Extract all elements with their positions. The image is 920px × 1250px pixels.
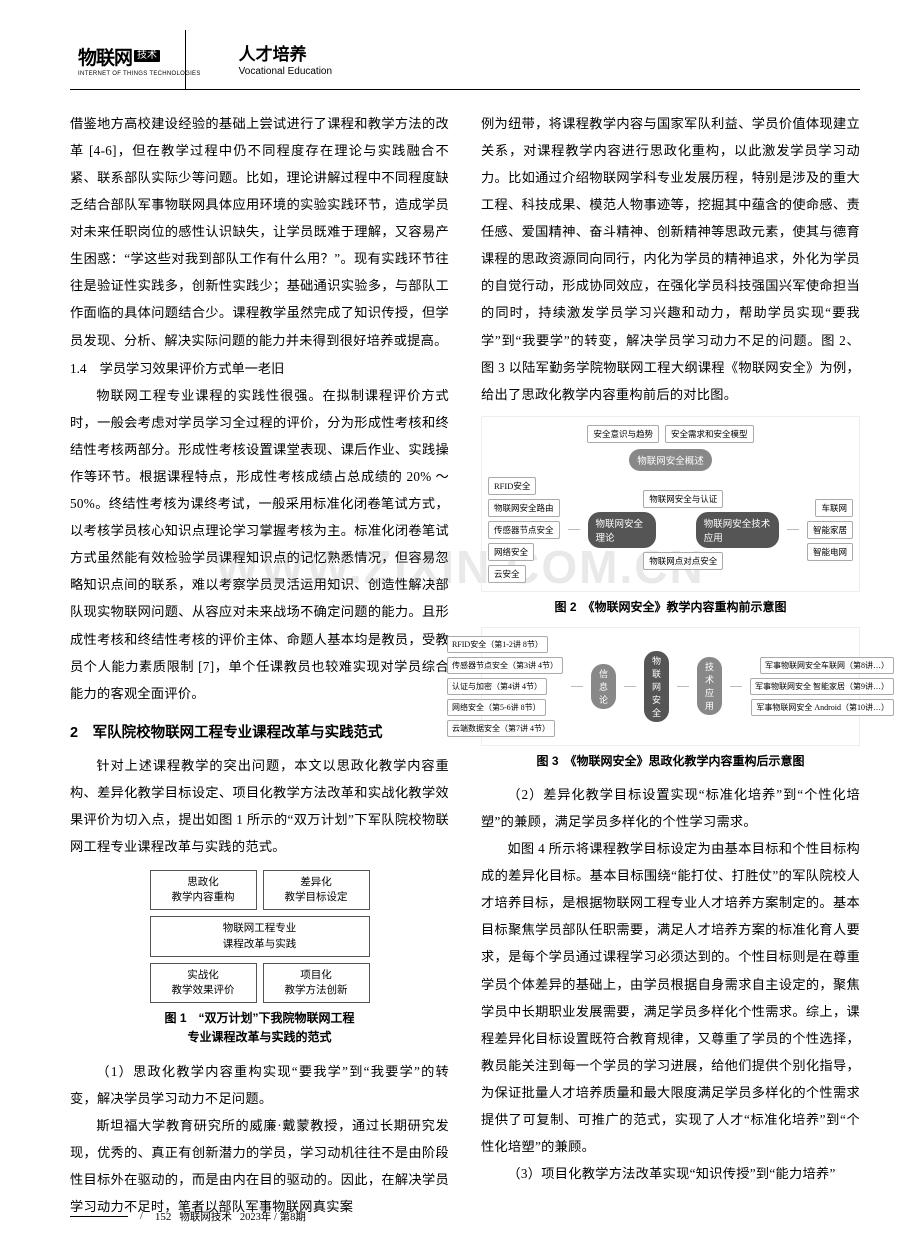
para: 物联网工程专业课程的实践性很强。在拟制课程评价方式时，一般会考虑对学员学习全过程… [70,382,449,707]
fig1-label: 教学方法创新 [285,985,348,996]
mm-leaf: 物联网点对点安全 [643,552,723,570]
caption-line: 图 1 “双万计划”下我院物联网工程 [164,1011,354,1025]
mm-connector [677,686,689,687]
fig1-label: 教学目标设定 [285,892,348,903]
fig1-cell-tr: 差异化 教学目标设定 [263,870,370,910]
mm-leaf: 物联网安全与认证 [643,490,723,508]
mm-leaf: 安全意识与趋势 [587,425,659,443]
fig1-label: 课程改革与实践 [223,939,297,950]
fig1-label: 项目化 [300,970,332,981]
mm-hub-center: 物联网安全 [644,651,669,722]
mm-connector [571,686,583,687]
footer-issue: 2023年 / 第8期 [240,1209,306,1224]
left-column: 借鉴地方高校建设经验的基础上尝试进行了课程和教学方法的改革 [4-6]，但在教学… [70,110,449,1220]
body-columns: 借鉴地方高校建设经验的基础上尝试进行了课程和教学方法的改革 [4-6]，但在教学… [70,110,860,1220]
mm-leaf: 军事物联网安全 智能家居（第9讲…） [750,678,894,695]
logo-subtitle: INTERNET OF THINGS TECHNOLOGIES [78,71,201,77]
figure-3: RFID安全（第1-2讲 8节） 传感器节点安全（第3讲 4节） 认证与加密（第… [481,627,860,746]
mm-leaf: RFID安全 [488,477,536,495]
mm-leaf: 云安全 [488,565,526,583]
para: 针对上述课程教学的突出问题，本文以思政化教学内容重构、差异化教学目标设定、项目化… [70,752,449,860]
mm-leaf: 网络安全 [488,543,534,561]
section-heading: 人才培养 Vocational Education [229,40,332,77]
header-rule [70,89,860,90]
right-column: 例为纽带，将课程教学内容与国家军队利益、学员价值体现建立关系，对课程教学内容进行… [481,110,860,1220]
mm-hub: 信息论 [591,664,616,709]
page-header: 物联网 技术 INTERNET OF THINGS TECHNOLOGIES 人… [70,40,860,77]
para: （2）差异化教学目标设置实现“标准化培养”到“个性化培塑”的兼顾，满足学员多样化… [481,781,860,835]
footer-rule [70,1216,128,1217]
mm-leaf: 军事物联网安全 Android（第10讲…） [751,699,894,716]
mm-leaf: 智能电网 [807,543,853,561]
caption-line: 专业课程改革与实践的范式 [187,1030,331,1044]
section-heading-cn: 人才培养 [239,40,332,65]
fig1-cell-br: 项目化 教学方法创新 [263,963,370,1003]
mm-hub: 物联网安全技术应用 [696,512,779,548]
fig1-label: 差异化 [300,877,332,888]
mm-leaf: 认证与加密（第4讲 4节） [447,678,547,695]
para: （3）项目化教学方法改革实现“知识传授”到“能力培养” [481,1160,860,1187]
mm-connector [568,529,580,530]
para: 借鉴地方高校建设经验的基础上尝试进行了课程和教学方法的改革 [4-6]，但在教学… [70,110,449,354]
header-vertical-rule [185,30,186,90]
mm-leaf: 安全需求和安全模型 [665,425,754,443]
figure-3-caption: 图 3 《物联网安全》思政化教学内容重构后示意图 [481,752,860,771]
mm-leaf: 军事物联网安全车联网（第8讲…） [760,657,894,674]
journal-logo: 物联网 技术 INTERNET OF THINGS TECHNOLOGIES [78,40,201,77]
mm-node: 物联网安全概述 [629,449,712,471]
mm-left-leaves: RFID安全（第1-2讲 8节） 传感器节点安全（第3讲 4节） 认证与加密（第… [447,636,563,737]
para: 如图 4 所示将课程教学目标设定为由基本目标和个性目标构成的差异化目标。基本目标… [481,835,860,1160]
fig1-label: 实战化 [187,970,219,981]
logo-text: 物联网 [78,43,132,70]
mm-leaf: 车联网 [815,499,853,517]
mm-leaf: 网络安全（第5-6讲 8节） [447,699,546,716]
fig1-label: 物联网工程专业 [223,923,297,934]
figure-2: 安全意识与趋势 安全需求和安全模型 物联网安全概述 RFID安全 物联网安全路由… [481,416,860,592]
para: 例为纽带，将课程教学内容与国家军队利益、学员价值体现建立关系，对课程教学内容进行… [481,110,860,408]
fig1-cell-tl: 思政化 教学内容重构 [150,870,257,910]
page-footer: / 152 物联网技术 2023年 / 第8期 [70,1209,306,1224]
mm-leaf: 传感器节点安全 [488,521,560,539]
mm-hub: 物联网安全理论 [588,512,656,548]
mm-left-leaves: RFID安全 物联网安全路由 传感器节点安全 网络安全 云安全 [488,477,560,583]
mm-leaf: 智能家居 [807,521,853,539]
mm-leaf: 物联网安全路由 [488,499,560,517]
fig1-cell-bl: 实战化 教学效果评价 [150,963,257,1003]
fig1-label: 教学内容重构 [172,892,235,903]
para: 斯坦福大学教育研究所的威廉·戴蒙教授，通过长期研究发现，优秀的、真正有创新潜力的… [70,1112,449,1220]
subheading-1-4: 1.4 学员学习效果评价方式单一老旧 [70,356,449,382]
figure-2-caption: 图 2 《物联网安全》教学内容重构前示意图 [481,598,860,617]
mm-connector [730,686,742,687]
figure-1: 思政化 教学内容重构 差异化 教学目标设定 物联网工程专业 课程改革与实践 实战… [150,870,370,1003]
para: （1）思政化教学内容重构实现“要我学”到“我要学”的转变，解决学员学习动力不足问… [70,1058,449,1112]
fig1-cell-center: 物联网工程专业 课程改革与实践 [150,916,370,956]
heading-2: 2 军队院校物联网工程专业课程改革与实践范式 [70,721,449,742]
section-heading-en: Vocational Education [239,66,332,77]
mm-hub: 技术应用 [697,657,722,715]
footer-journal: 物联网技术 [179,1209,232,1224]
footer-slash: / [140,1211,143,1222]
logo-badge: 技术 [134,50,160,62]
mm-connector [624,686,636,687]
mm-leaf: RFID安全（第1-2讲 8节） [447,636,548,653]
mm-right-leaves: 军事物联网安全车联网（第8讲…） 军事物联网安全 智能家居（第9讲…） 军事物联… [750,657,894,716]
mm-right-leaves: 车联网 智能家居 智能电网 [807,499,853,561]
fig1-label: 教学效果评价 [172,985,235,996]
mm-leaf: 传感器节点安全（第3讲 4节） [447,657,563,674]
fig1-label: 思政化 [187,877,219,888]
mm-leaf: 云端数据安全（第7讲 4节） [447,720,555,737]
mm-connector [787,529,799,530]
page-number: 152 [155,1211,172,1223]
figure-1-caption: 图 1 “双万计划”下我院物联网工程 专业课程改革与实践的范式 [70,1009,449,1047]
